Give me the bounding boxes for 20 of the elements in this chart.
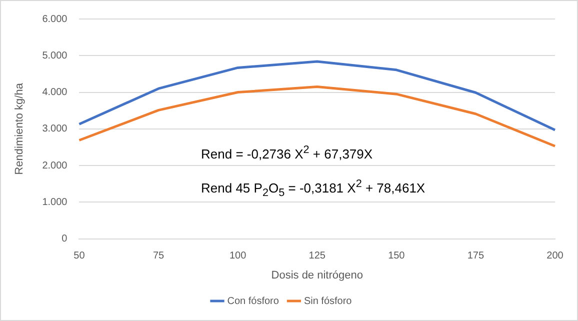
x-tick-label: 200 [546,250,564,262]
x-tick-label: 175 [467,250,484,262]
y-tick-label: 2.000 [42,160,68,172]
x-tick-label: 75 [152,250,165,262]
legend-label: Con fósforo [227,296,280,307]
y-tick-label: 5.000 [42,50,68,62]
x-axis-title: Dosis de nitrógeno [271,269,363,282]
x-tick-label: 150 [388,250,406,262]
legend-label: Sin fósforo [304,296,352,307]
x-tick-label: 50 [74,250,86,262]
y-tick-label: 0 [62,234,68,245]
y-tick-label: 6.000 [42,14,68,25]
x-tick-label: 125 [308,250,326,262]
y-tick-label: 4.000 [42,87,68,98]
x-tick-label: 100 [229,250,247,262]
y-tick-label: 3.000 [42,124,68,135]
annotation: Rend 45 P$_{2}$O$_{5}$ = -0,3181 X$^{2}$ + 78,461X [201,178,426,199]
y-axis-title: Rendimiento kg/ha [14,82,26,175]
y-tick-label: 1.000 [42,196,68,208]
annotation: Rend = -0,2736 X$^{2}$ + 67,379X [201,144,373,162]
